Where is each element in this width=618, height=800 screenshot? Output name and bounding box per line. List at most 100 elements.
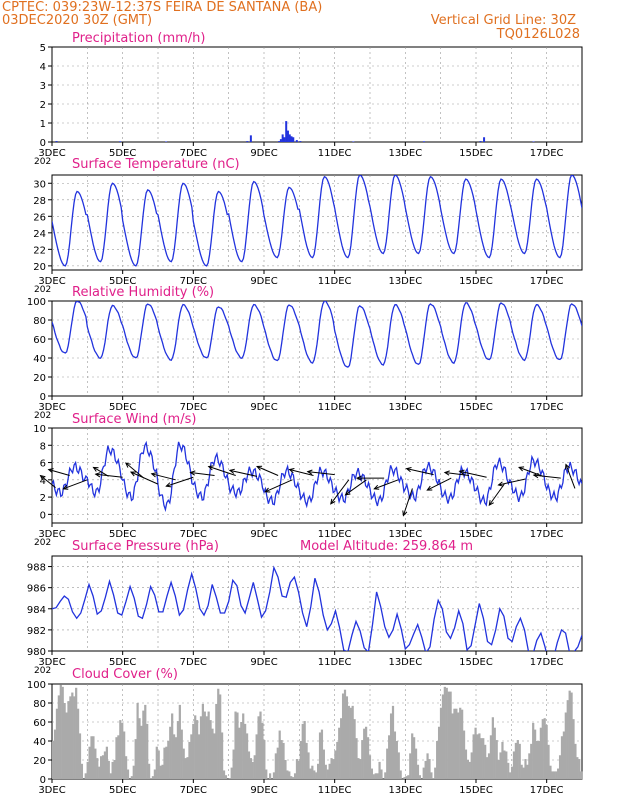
cloud-bar (311, 765, 314, 779)
cloud-bar (272, 772, 276, 779)
cloud-bar (466, 760, 470, 779)
cloud-bar (389, 713, 393, 779)
wind-arrow-shaft (565, 464, 576, 489)
cloud-bar (510, 766, 514, 779)
x-tick-label: 13DEC (388, 657, 422, 668)
cloud-bar (520, 764, 523, 779)
x-tick-label: 15DEC (459, 529, 493, 540)
cloud-bar (224, 775, 228, 779)
series-line (52, 301, 582, 368)
cloud-bar (493, 727, 496, 779)
x-tick-label: 7DEC (180, 276, 207, 287)
y-tick-label: 0 (40, 138, 46, 149)
x-tick-label: 17DEC (530, 529, 564, 540)
wind-arrow-shaft (444, 472, 469, 476)
x-year-label: 202 (34, 157, 51, 167)
cloud-bar (522, 767, 525, 779)
cloud-bar (174, 737, 178, 779)
wind-arrow-head (129, 471, 137, 477)
x-tick-label: 17DEC (530, 657, 564, 668)
y-tick-label: 0 (40, 510, 46, 521)
x-tick-label: 3DEC (38, 402, 65, 413)
cloud-bar (551, 771, 554, 779)
wind-arrow-shaft (459, 470, 487, 478)
wind-arrow-shaft (95, 473, 123, 478)
cloud-bar (144, 704, 147, 779)
x-tick-label: 13DEC (388, 785, 422, 796)
cloud-bar (242, 713, 245, 779)
y-tick-label: 5 (40, 43, 46, 54)
y-tick-label: 20 (33, 373, 46, 384)
cloud-bar (209, 720, 212, 779)
cloud-bar (57, 695, 60, 779)
wind-arrow-head (532, 472, 539, 479)
cloud-bar (76, 708, 80, 779)
cloud-bar (403, 777, 406, 779)
cloud-bar (541, 719, 544, 779)
cloud-bar (222, 770, 226, 779)
cloud-bar (155, 746, 158, 779)
cloud-bar (547, 744, 550, 779)
precip-bar (532, 141, 535, 142)
precip-bar (286, 130, 289, 142)
precip-bar (283, 137, 286, 142)
cloud-bar (284, 760, 287, 779)
wind-arrow-shaft (40, 475, 56, 488)
x-tick-label: 13DEC (388, 402, 422, 413)
wind-arrow-head (373, 484, 380, 490)
y-tick-label: 0 (40, 775, 46, 786)
x-tick-label: 13DEC (388, 148, 422, 159)
cloud-bar (386, 748, 389, 779)
cloud-bar (324, 764, 327, 779)
cloud-bar (194, 715, 197, 779)
precip-bar (165, 141, 168, 142)
wind-arrow-shaft (307, 471, 335, 476)
cloud-bar (503, 750, 506, 779)
y-tick-label: 22 (33, 245, 46, 256)
x-tick-label: 3DEC (38, 657, 65, 668)
cloud-bar (159, 765, 162, 779)
x-tick-label: 11DEC (318, 276, 352, 287)
cloud-bar (439, 707, 443, 779)
wind-arrow-head (405, 467, 412, 473)
cloud-bar (368, 755, 372, 779)
cloud-bar (280, 740, 283, 779)
wind-arrow-head (355, 475, 362, 481)
x-tick-label: 9DEC (250, 148, 277, 159)
cloud-bar (153, 769, 156, 779)
precip-bar (288, 134, 291, 142)
wind-arrow-shaft (488, 483, 505, 506)
y-tick-label: 60 (33, 335, 46, 346)
wind-arrow-shaft (229, 469, 258, 477)
cloud-bar (190, 734, 193, 779)
x-year-label: 202 (34, 538, 51, 548)
wind-arrow-head (39, 474, 46, 481)
y-tick-label: 984 (27, 605, 46, 616)
cloud-bar (205, 716, 208, 779)
cloud-bar (345, 696, 349, 779)
cloud-bar (557, 768, 560, 779)
station-title: CPTEC: 039:23W-12:37S FEIRA DE SANTANA (… (2, 0, 323, 15)
wind-arrow-head (306, 469, 313, 475)
precip-bar (423, 141, 425, 142)
cloud-bar (341, 693, 345, 779)
x-tick-label: 7DEC (180, 402, 207, 413)
x-year-label: 202 (34, 285, 51, 295)
cloud-bar (434, 767, 437, 779)
cloud-bar (359, 759, 362, 779)
y-tick-label: 100 (27, 297, 46, 308)
y-tick-label: 80 (33, 699, 46, 710)
y-tick-label: 20 (33, 262, 46, 273)
cloud-bar (322, 749, 325, 779)
cloud-bar (487, 753, 491, 779)
precip-bar (249, 135, 252, 142)
x-tick-label: 9DEC (250, 529, 277, 540)
wind-arrow-shaft (125, 462, 145, 479)
wind-arrow-shaft (256, 466, 279, 476)
cloud-bar (245, 733, 249, 779)
cloud-bar (436, 741, 439, 779)
cloud-bar (65, 712, 68, 779)
y-tick-label: 40 (33, 737, 46, 748)
cloud-bar (491, 717, 494, 779)
x-tick-label: 17DEC (530, 148, 564, 159)
